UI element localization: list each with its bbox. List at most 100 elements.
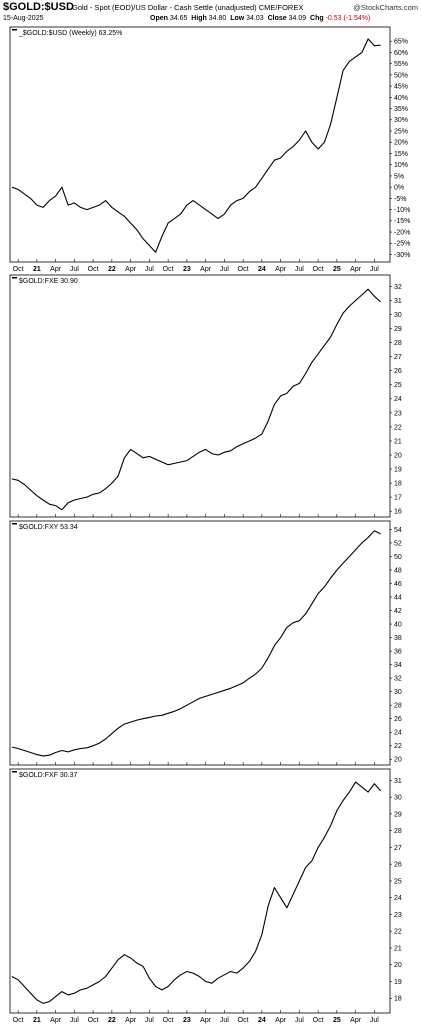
panel-1-legend-swatch [12,29,17,31]
panel-3-ytick-label: 42 [394,608,402,615]
panel-2-ytick-label: 23 [394,410,402,417]
top-xtick-label: Oct [163,266,174,273]
panel-3-ytick-label: 38 [394,635,402,642]
panel-1-ytick-label: 35% [394,106,408,113]
panel-3-ytick-label: 30 [394,689,402,696]
panel-1-ytick-label: 45% [394,84,408,91]
bottom-xtick-label: Jul [220,1017,229,1024]
panel-4-frame [9,768,391,1014]
panel-4-series-line [11,781,382,1004]
panel-1-ytick-label: 5% [394,173,404,180]
close-value: 34.09 [288,15,307,22]
panel-4-legend-swatch [12,771,17,773]
high-label: High [191,15,207,22]
panel-3-ytick-label: 24 [394,730,402,737]
chg-label: Chg [310,15,324,22]
panel-1-ytick-label: 20% [394,140,408,147]
chart-header: $GOLD:$USD Gold - Spot (EOD)/US Dollar -… [0,0,422,26]
panel-3-ytick-label: 34 [394,662,402,669]
panel-3-legend-swatch [12,523,17,525]
panel-2-ytick-label: 31 [394,298,402,305]
bottom-xtick-label: Jul [370,1017,379,1024]
panel-4-ytick-label: 18 [394,996,402,1003]
panel-3-ytick-label: 22 [394,743,402,750]
bottom-xtick-label: Jul [145,1017,154,1024]
top-xtick-label: Oct [313,266,324,273]
panel-3-legend: $GOLD:FXY 53.34 [19,524,78,531]
bottom-xtick-label: 22 [108,1017,116,1024]
panel-4-ytick-label: 27 [394,845,402,852]
panel-3-ytick-label: 48 [394,567,402,574]
panel-4-ytick-label: 28 [394,828,402,835]
panel-2-ytick-label: 21 [394,438,402,445]
brand-watermark: @StockCharts.com [353,3,418,12]
panel-4-ytick-label: 25 [394,878,402,885]
panel-1-ytick-label: 10% [394,162,408,169]
top-xtick-label: Jul [370,266,379,273]
low-value: 34.03 [246,15,264,22]
top-xtick-label: 25 [333,266,341,273]
panel-1-ytick-label: 50% [394,72,408,79]
panel-1-series-line [11,38,381,253]
open-label: Open [150,15,168,22]
panel-1-ytick-label: -30% [394,252,410,259]
panel-2-legend-swatch [12,277,17,279]
top-xtick-label: 22 [108,266,116,273]
bottom-xtick-label: Apr [125,1017,137,1024]
panel-4-legend: $GOLD:FXF 30.37 [19,772,77,779]
bottom-xtick-label: Oct [163,1017,174,1024]
panel-3-ytick-label: 26 [394,716,402,723]
top-xtick-label: 21 [33,266,41,273]
open-value: 34.65 [169,15,188,22]
panel-4-ytick-label: 21 [394,945,402,952]
panel-2-ytick-label: 32 [394,284,402,291]
panel-1-ytick-label: 60% [394,50,408,57]
bottom-xtick-label: Oct [238,1017,249,1024]
panel-2-series-line [11,288,381,511]
bottom-xtick-label: Apr [200,1017,212,1024]
bottom-xtick-label: Apr [50,1017,62,1024]
panel-4-ytick-label: 31 [394,778,402,785]
panel-2-ytick-label: 18 [394,480,402,487]
panel-3-ytick-label: 32 [394,676,402,683]
panel-1-ytick-label: 30% [394,117,408,124]
panel-1-ytick-label: 25% [394,128,408,135]
top-xtick-label: Jul [70,266,79,273]
top-xtick-label: Apr [200,266,212,273]
panel-4-ytick-label: 30 [394,795,402,802]
panel-4-ytick-label: 20 [394,962,402,969]
panel-3-ytick-label: 40 [394,621,402,628]
top-xtick-label: Apr [275,266,287,273]
panel-2-ytick-label: 16 [394,509,402,516]
top-xtick-label: Oct [88,266,99,273]
panel-4-ytick-label: 24 [394,895,402,902]
top-xtick-label: 24 [258,266,266,273]
panel-2-ytick-label: 24 [394,396,402,403]
top-xtick-label: Oct [13,266,24,273]
panel-1-frame [9,26,391,263]
bottom-xtick-label: Oct [313,1017,324,1024]
panel-1-ytick-label: 65% [394,39,408,46]
panel-2-ytick-label: 28 [394,340,402,347]
symbol-description: Gold - Spot (EOD)/US Dollar - Cash Settl… [72,3,304,12]
panel-2-ytick-label: 30 [394,312,402,319]
panel-1-ytick-label: 15% [394,151,408,158]
panel-2-ytick-label: 25 [394,382,402,389]
bottom-xtick-label: 23 [183,1017,191,1024]
panel-1-ytick-label: 55% [394,61,408,68]
high-value: 34.80 [208,15,227,22]
panel-3-ytick-label: 52 [394,540,402,547]
panel-4-ytick-label: 22 [394,929,402,936]
panel-1-ytick-label: 40% [394,95,408,102]
bottom-xtick-label: Oct [13,1017,24,1024]
panel-3-ytick-label: 44 [394,594,402,601]
panel-3-ytick-label: 36 [394,649,402,656]
bottom-xtick-label: 21 [33,1017,41,1024]
top-xtick-label: Jul [220,266,229,273]
panel-2-ytick-label: 29 [394,326,402,333]
panel-2-ytick-label: 17 [394,495,402,502]
bottom-xtick-label: Jul [295,1017,304,1024]
panel-2-legend: $GOLD:FXE 30.90 [19,278,78,285]
panel-3-series-line [11,530,381,757]
